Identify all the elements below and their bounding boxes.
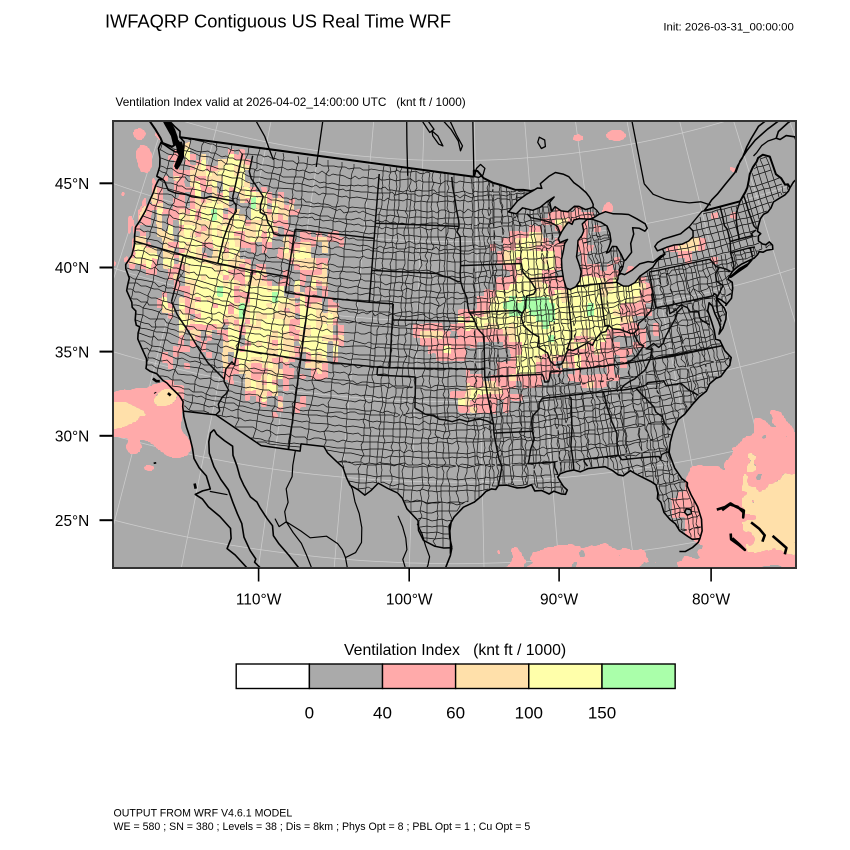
svg-text:100°W: 100°W	[386, 592, 433, 609]
svg-text:150: 150	[588, 703, 616, 722]
svg-text:IWFAQRP Contiguous US Real Tim: IWFAQRP Contiguous US Real Time WRF	[105, 11, 451, 32]
svg-text:Ventilation Index (knt ft /: Ventilation Index (knt ft / 1000)	[344, 642, 566, 659]
svg-text:WE = 580 ; SN = 380 ; Levels =: WE = 580 ; SN = 380 ; Levels = 38 ; Dis …	[114, 821, 531, 833]
svg-text:40: 40	[373, 703, 392, 722]
svg-text:45°N: 45°N	[55, 176, 89, 193]
svg-text:0: 0	[305, 703, 314, 722]
svg-text:Init: 2026-03-31_00:00:00: Init: 2026-03-31_00:00:00	[663, 22, 793, 34]
svg-text:110°W: 110°W	[236, 592, 282, 609]
svg-text:30°N: 30°N	[55, 429, 89, 446]
svg-text:60: 60	[446, 703, 465, 722]
svg-text:OUTPUT FROM WRF V4.6.1 MODEL: OUTPUT FROM WRF V4.6.1 MODEL	[114, 807, 293, 819]
svg-text:90°W: 90°W	[540, 592, 578, 609]
svg-text:100: 100	[515, 703, 543, 722]
svg-text:80°W: 80°W	[692, 592, 730, 609]
svg-text:35°N: 35°N	[55, 344, 89, 361]
svg-text:40°N: 40°N	[55, 260, 89, 277]
svg-text:Ventilation Index valid at 202: Ventilation Index valid at 2026-04-02_14…	[116, 95, 466, 109]
svg-text:25°N: 25°N	[55, 513, 89, 530]
